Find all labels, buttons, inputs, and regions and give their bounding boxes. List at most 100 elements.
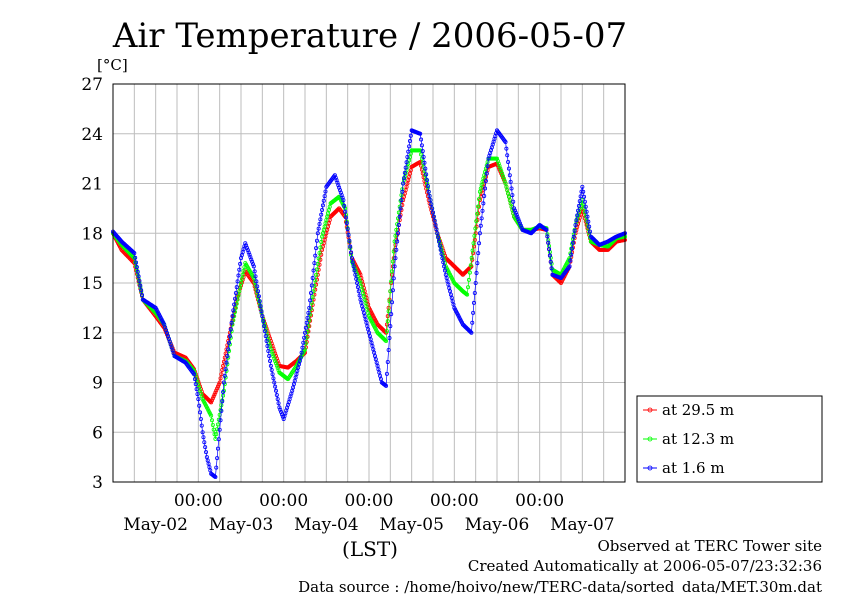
data-point bbox=[273, 353, 278, 358]
data-point bbox=[494, 156, 499, 161]
data-point bbox=[337, 188, 342, 193]
data-point bbox=[420, 149, 425, 154]
data-point bbox=[500, 174, 505, 179]
data-point bbox=[343, 215, 348, 220]
data-point bbox=[249, 257, 254, 262]
data-point bbox=[203, 445, 208, 450]
data-point bbox=[308, 313, 313, 318]
data-point bbox=[317, 221, 322, 226]
data-point bbox=[495, 159, 500, 164]
data-point bbox=[273, 361, 278, 366]
data-point bbox=[580, 184, 585, 189]
data-point bbox=[229, 320, 234, 325]
y-tick-label: 18 bbox=[81, 224, 103, 244]
data-point bbox=[311, 268, 316, 273]
data-point bbox=[383, 338, 388, 343]
data-point bbox=[581, 189, 586, 194]
data-point bbox=[214, 432, 219, 437]
data-point bbox=[138, 283, 143, 288]
data-point bbox=[339, 193, 344, 198]
data-point bbox=[303, 341, 308, 346]
data-point bbox=[391, 276, 396, 281]
data-point bbox=[399, 198, 404, 203]
data-point bbox=[320, 203, 325, 208]
data-point bbox=[235, 297, 240, 302]
data-point bbox=[233, 296, 238, 301]
data-point bbox=[419, 143, 424, 148]
data-point bbox=[209, 398, 214, 403]
data-point bbox=[232, 302, 237, 307]
data-point bbox=[356, 289, 361, 294]
data-point bbox=[216, 382, 221, 387]
data-point bbox=[137, 279, 142, 284]
data-point bbox=[244, 243, 249, 248]
data-point bbox=[346, 232, 351, 237]
data-point bbox=[315, 231, 320, 236]
data-point bbox=[436, 239, 441, 244]
x-date-label: May-04 bbox=[294, 515, 359, 535]
data-point bbox=[570, 246, 575, 251]
data-point bbox=[441, 260, 446, 265]
data-point bbox=[394, 227, 399, 232]
plot-frame bbox=[112, 83, 626, 483]
data-point bbox=[314, 246, 319, 251]
data-point bbox=[312, 283, 317, 288]
data-point bbox=[355, 285, 360, 290]
data-point bbox=[426, 189, 431, 194]
data-point bbox=[268, 358, 273, 363]
data-point bbox=[262, 329, 267, 334]
data-point bbox=[302, 330, 307, 335]
data-point bbox=[212, 432, 217, 437]
data-point bbox=[273, 358, 278, 363]
data-point bbox=[389, 312, 394, 317]
data-point bbox=[478, 223, 483, 228]
series-3 bbox=[111, 128, 628, 480]
data-point bbox=[351, 264, 356, 269]
data-point bbox=[518, 223, 523, 228]
data-point bbox=[256, 295, 261, 300]
data-point bbox=[353, 272, 358, 277]
data-point bbox=[305, 315, 310, 320]
data-point bbox=[398, 198, 403, 203]
data-point bbox=[471, 310, 476, 315]
data-point bbox=[476, 251, 481, 256]
data-point bbox=[193, 382, 198, 387]
data-point bbox=[271, 376, 276, 381]
data-point bbox=[511, 199, 516, 204]
legend-label: at 12.3 m bbox=[662, 430, 734, 448]
data-point bbox=[470, 248, 475, 253]
data-point bbox=[390, 300, 395, 305]
data-point bbox=[431, 214, 436, 219]
data-point bbox=[393, 256, 398, 261]
data-point bbox=[466, 285, 471, 290]
data-point bbox=[192, 372, 197, 377]
data-point bbox=[434, 227, 439, 232]
data-point bbox=[214, 465, 219, 470]
data-point bbox=[213, 390, 218, 395]
data-point bbox=[349, 256, 354, 261]
data-point bbox=[300, 345, 305, 350]
data-point bbox=[390, 259, 395, 264]
data-point bbox=[545, 234, 550, 239]
data-point bbox=[390, 269, 395, 274]
data-point bbox=[549, 266, 554, 271]
data-point bbox=[226, 347, 231, 352]
data-point bbox=[588, 229, 593, 234]
data-point bbox=[345, 227, 350, 232]
data-point bbox=[310, 302, 315, 307]
data-point bbox=[515, 214, 520, 219]
data-point bbox=[222, 373, 227, 378]
data-point bbox=[218, 418, 223, 423]
data-point bbox=[429, 202, 434, 207]
data-point bbox=[355, 280, 360, 285]
data-point bbox=[221, 363, 226, 368]
grid-lines bbox=[113, 83, 625, 483]
data-point bbox=[308, 298, 313, 303]
data-point bbox=[471, 241, 476, 246]
data-point bbox=[314, 267, 319, 272]
data-point bbox=[569, 252, 574, 257]
data-point bbox=[322, 194, 327, 199]
data-point bbox=[407, 144, 412, 149]
data-point bbox=[499, 169, 504, 174]
x-date-label: May-06 bbox=[465, 515, 530, 535]
